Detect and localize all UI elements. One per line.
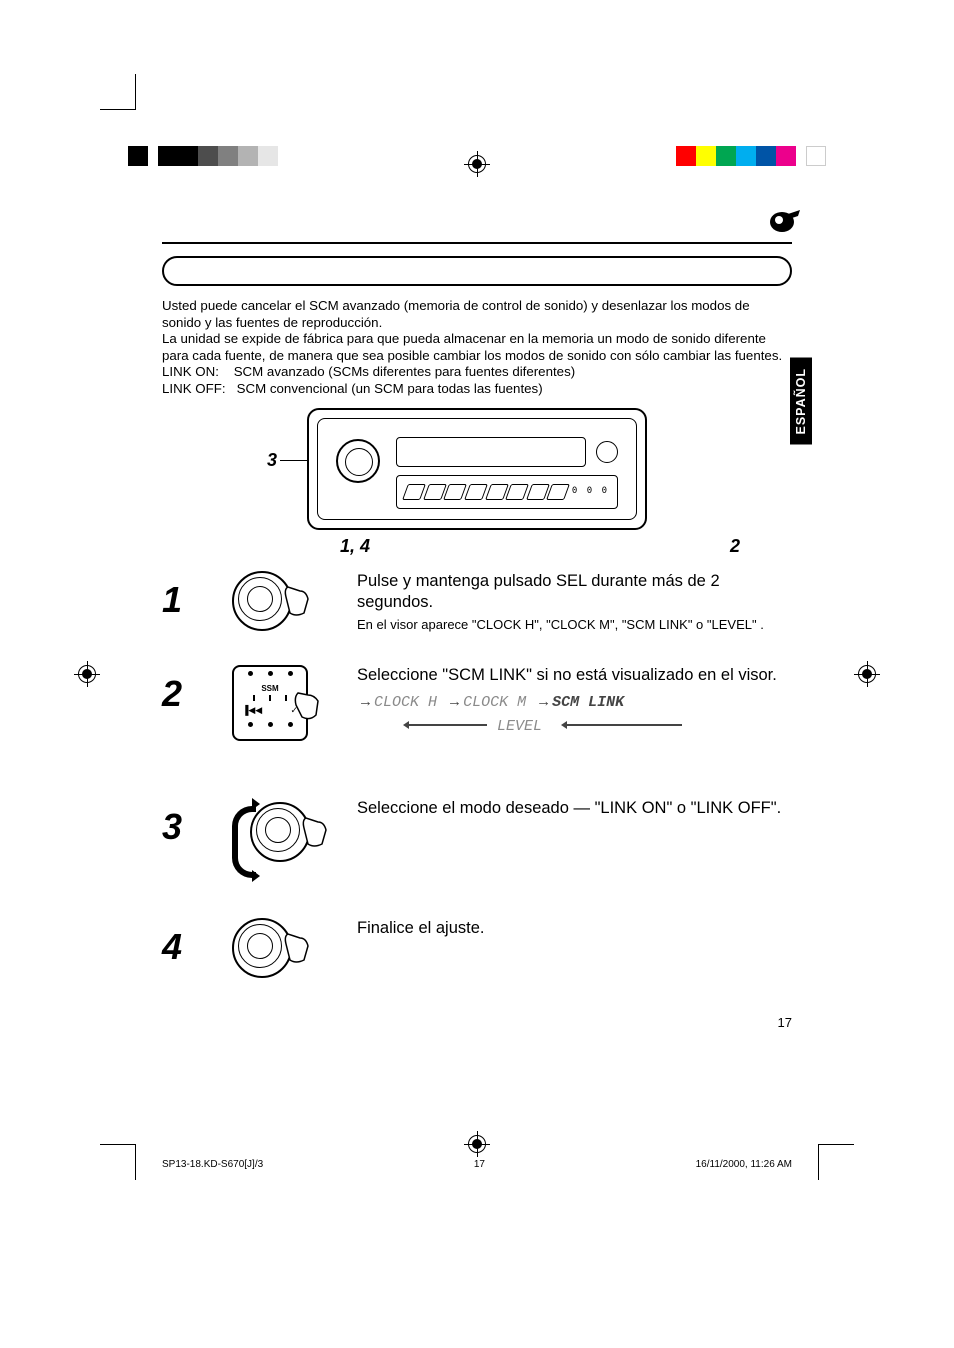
- title-frame: [162, 256, 792, 286]
- finger-press-icon: [300, 816, 330, 850]
- footer: SP13-18.KD-S670[J]/3 17 16/11/2000, 11:2…: [162, 1159, 792, 1170]
- step-2: 2 SSM ▐◀◀✓ Seleccione "SCM LINK" si no e…: [162, 665, 792, 776]
- registration-mark-right: [858, 665, 876, 683]
- intro-link-on: LINK ON: SCM avanzado (SCMs diferentes p…: [162, 364, 792, 381]
- step-title: Pulse y mantenga pulsado SEL durante más…: [357, 571, 792, 614]
- knob-press-icon: [232, 918, 304, 990]
- intro-link-off: LINK OFF: SCM convencional (un SCM para …: [162, 381, 792, 398]
- finger-press-icon: [282, 932, 312, 966]
- step-title: Seleccione "SCM LINK" si no está visuali…: [357, 665, 792, 686]
- finger-press-icon: [294, 691, 324, 721]
- color-bar: [676, 146, 826, 166]
- footer-page: 17: [474, 1159, 485, 1170]
- intro-p2: La unidad se expide de fábrica para que …: [162, 331, 792, 364]
- crop-mark: [100, 74, 136, 110]
- step-number: 3: [162, 798, 222, 848]
- step-subtitle: En el visor aparece "CLOCK H", "CLOCK M"…: [357, 617, 792, 634]
- step-3: 3 Seleccione el modo deseado — "LINK ON"…: [162, 798, 792, 878]
- device-eject-icon: [596, 441, 618, 463]
- step-4: 4 Finalice el ajuste.: [162, 918, 792, 990]
- device-knob-icon: [336, 439, 380, 483]
- step-number: 1: [162, 571, 222, 621]
- language-tab: ESPAÑOL: [790, 358, 812, 445]
- knob-press-icon: [232, 571, 304, 643]
- step-title: Seleccione el modo deseado — "LINK ON" o…: [357, 798, 792, 819]
- intro-text: Usted puede cancelar el SCM avanzado (me…: [162, 298, 792, 398]
- intro-p1: Usted puede cancelar el SCM avanzado (me…: [162, 298, 792, 331]
- footer-timestamp: 16/11/2000, 11:26 AM: [696, 1159, 792, 1170]
- device-cassette-icon: 0 0 0: [396, 475, 618, 509]
- hand-pointing-icon: [768, 206, 802, 239]
- cycle-diagram: →CLOCK H →CLOCK M →SCM LINK LEVEL: [357, 694, 792, 746]
- knob-rotate-icon: [232, 798, 322, 878]
- page-number: 17: [778, 1015, 792, 1030]
- grayscale-bar: [128, 146, 278, 166]
- finger-press-icon: [282, 585, 312, 619]
- device-screen-icon: [396, 437, 586, 467]
- registration-mark-left: [78, 665, 96, 683]
- footer-filename: SP13-18.KD-S670[J]/3: [162, 1159, 263, 1170]
- step-number: 2: [162, 665, 222, 715]
- step-title: Finalice el ajuste.: [357, 918, 792, 939]
- registration-mark-bottom: [0, 1130, 954, 1158]
- horizontal-rule: [162, 242, 792, 244]
- step-number: 4: [162, 918, 222, 968]
- step-1: 1 Pulse y mantenga pulsado SEL durante m…: [162, 571, 792, 643]
- callout-1-4: 1, 4: [340, 536, 370, 557]
- device-diagram: 3 0 0 0 1, 4 2: [162, 408, 792, 535]
- callout-2: 2: [730, 536, 740, 557]
- callout-3: 3: [267, 450, 277, 471]
